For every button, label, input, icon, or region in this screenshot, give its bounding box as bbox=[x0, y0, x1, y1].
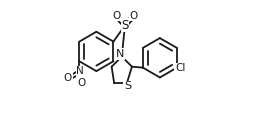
Text: O: O bbox=[112, 11, 120, 21]
Text: S: S bbox=[123, 81, 131, 91]
Text: Cl: Cl bbox=[174, 63, 185, 73]
Text: N: N bbox=[116, 49, 124, 59]
Text: S: S bbox=[121, 19, 128, 32]
Text: O: O bbox=[77, 78, 85, 88]
Text: O: O bbox=[64, 73, 72, 83]
Text: N: N bbox=[76, 66, 84, 76]
Text: O: O bbox=[129, 11, 137, 21]
